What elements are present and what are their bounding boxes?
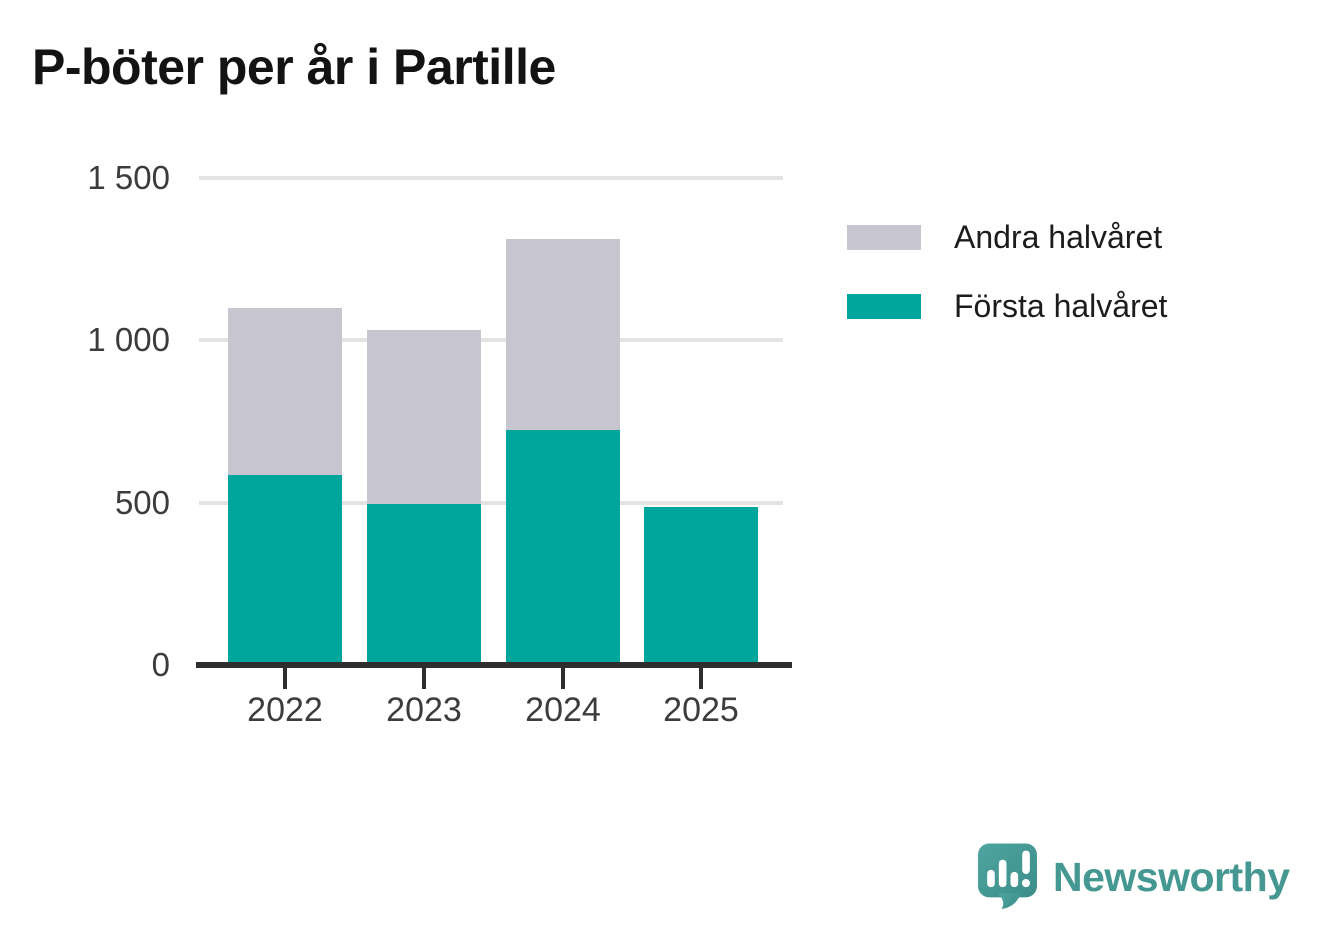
legend-item-forsta-halvaret: Första halvåret	[847, 288, 1167, 325]
x-tick-label-2022: 2022	[247, 691, 323, 729]
gridline-1000	[199, 338, 783, 342]
x-axis-line	[196, 662, 792, 668]
legend-item-andra-halvaret: Andra halvåret	[847, 219, 1167, 256]
newsworthy-logo-icon	[978, 843, 1037, 910]
x-tick-2022	[283, 668, 287, 689]
x-tick-label-2025: 2025	[663, 691, 739, 729]
x-tick-2023	[422, 668, 426, 689]
legend-swatch-andra-halvaret	[847, 225, 921, 250]
gridline-500	[199, 500, 783, 505]
bar-2024-forsta-halvaret	[506, 429, 620, 664]
legend-swatch-forsta-halvaret	[847, 294, 921, 319]
x-tick-2024	[561, 668, 565, 689]
legend-label: Första halvåret	[954, 288, 1168, 324]
newsworthy-wordmark: Newsworthy	[1053, 853, 1290, 900]
bar-2023-forsta-halvaret	[367, 504, 481, 664]
x-tick-label-2024: 2024	[525, 691, 601, 729]
chart-legend: Andra halvåret Första halvåret	[847, 219, 1167, 357]
chart-title: P-böter per år i Partille	[32, 39, 556, 95]
bar-2025-forsta-halvaret	[644, 507, 758, 664]
legend-label: Andra halvåret	[954, 219, 1163, 255]
bar-2022-andra-halvaret	[228, 308, 342, 475]
x-tick-label-2023: 2023	[386, 691, 462, 729]
bar-2022-forsta-halvaret	[228, 474, 342, 664]
y-tick-label: 0	[151, 646, 170, 683]
y-tick-label: 500	[114, 483, 170, 521]
x-tick-2025	[699, 668, 703, 689]
bar-2023-andra-halvaret	[367, 329, 481, 505]
gridline-1500	[199, 175, 783, 180]
y-tick-label: 1 000	[87, 321, 170, 358]
y-tick-label: 1 500	[87, 158, 170, 196]
newsworthy-branding: Newsworthy	[977, 843, 1290, 911]
bar-2024-andra-halvaret	[506, 238, 620, 430]
